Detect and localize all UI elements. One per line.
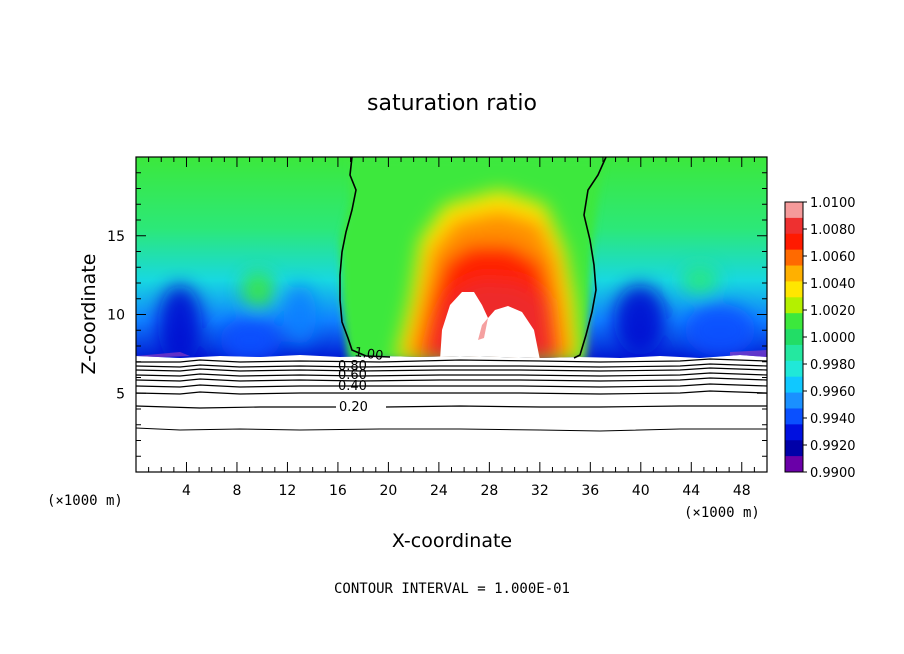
x-tick-label: 16	[329, 483, 347, 499]
x-tick-label: 32	[531, 483, 549, 499]
colorbar-swatch	[785, 456, 803, 473]
colorbar-swatch	[785, 329, 803, 346]
x-tick-label: 28	[480, 483, 498, 499]
contour-line-1-00-right	[573, 156, 607, 359]
colorbar-swatch	[785, 281, 803, 298]
contour-label-1-00: 1.00	[353, 345, 384, 364]
colorbar-label: 0.9980	[810, 358, 856, 373]
colorbar-label: 0.9940	[810, 412, 856, 427]
x-tick-label: 36	[581, 483, 599, 499]
x-tick-label: 12	[279, 483, 297, 499]
colorbar-swatch	[785, 376, 803, 394]
x-tick-label: 8	[232, 483, 241, 499]
plot-area: 1.00 0.80 0.60 0.40 0.20	[135, 156, 768, 473]
x-tick-label: 24	[430, 483, 448, 499]
colorbar-label: 1.0040	[810, 277, 856, 292]
colorbar-swatch	[785, 265, 803, 282]
colorbar-label: 0.9920	[810, 439, 856, 454]
x-tick-label: 20	[379, 483, 397, 499]
contour-line-0-20	[135, 405, 767, 409]
colorbar-label: 0.9960	[810, 385, 856, 400]
contour-line-0-50	[135, 377, 768, 382]
y-axis: 5 10 15	[107, 172, 767, 457]
colorbar-swatch	[785, 360, 803, 378]
contour-line-1-00-left	[339, 156, 391, 358]
x-tick-label: 44	[682, 483, 700, 499]
contour-line-0-80	[135, 363, 768, 368]
contour-line-0-30	[135, 390, 768, 395]
contour-line-0-90	[136, 358, 768, 363]
y-tick-label: 5	[116, 386, 125, 402]
colorbar-swatch	[785, 313, 803, 330]
contour-label-0-20: 0.20	[339, 400, 368, 415]
colorbar-swatch	[785, 408, 803, 425]
colorbar-label: 1.0020	[810, 304, 856, 319]
colorbar-label: 1.0000	[810, 331, 856, 346]
x-unit-left: (×1000 m)	[47, 493, 123, 509]
y-tick-label: 10	[107, 308, 125, 324]
colorbar: 1.0100 1.0080 1.0060 1.0040 1.0020 1.0000 0.99…	[784, 196, 856, 481]
colorbar-swatch	[785, 392, 803, 409]
colorbar-label: 0.9900	[810, 466, 856, 481]
colorbar-swatch	[785, 249, 803, 267]
colorbar-swatch	[785, 440, 803, 457]
colorbar-label: 1.0080	[810, 223, 856, 238]
chart-title: saturation ratio	[367, 91, 537, 116]
y-tick-label: 15	[107, 229, 125, 245]
colorbar-swatch	[785, 202, 803, 219]
contour-line-0-60	[135, 372, 768, 377]
x-tick-label: 48	[733, 483, 751, 499]
saturation-field	[136, 157, 767, 358]
x-tick-label: 4	[182, 483, 191, 499]
colorbar-swatch	[785, 344, 803, 362]
contour-label-0-40: 0.40	[338, 379, 367, 394]
contour-label-0-60: 0.60	[338, 368, 367, 383]
x-axis: 4 8 12 16 20 24 28 32 36 40 44 48	[148, 157, 755, 499]
x-axis-label: X-coordinate	[392, 530, 512, 552]
colorbar-label: 1.0060	[810, 250, 856, 265]
x-unit-right: (×1000 m)	[684, 505, 760, 521]
contour-line-0-40	[135, 383, 768, 388]
colorbar-swatch	[785, 217, 803, 235]
colorbar-label: 1.0100	[810, 196, 856, 211]
colorbar-swatch	[785, 424, 803, 441]
contour-line-0-70	[135, 367, 768, 372]
colorbar-swatch	[785, 233, 803, 251]
colorbar-swatch	[785, 297, 803, 314]
contour-interval-note: CONTOUR INTERVAL = 1.000E-01	[334, 581, 570, 597]
x-tick-label: 40	[632, 483, 650, 499]
contour-label-0-80: 0.80	[338, 359, 367, 374]
y-axis-label: Z-coordinate	[78, 254, 100, 375]
contour-line-0-10	[135, 427, 767, 432]
